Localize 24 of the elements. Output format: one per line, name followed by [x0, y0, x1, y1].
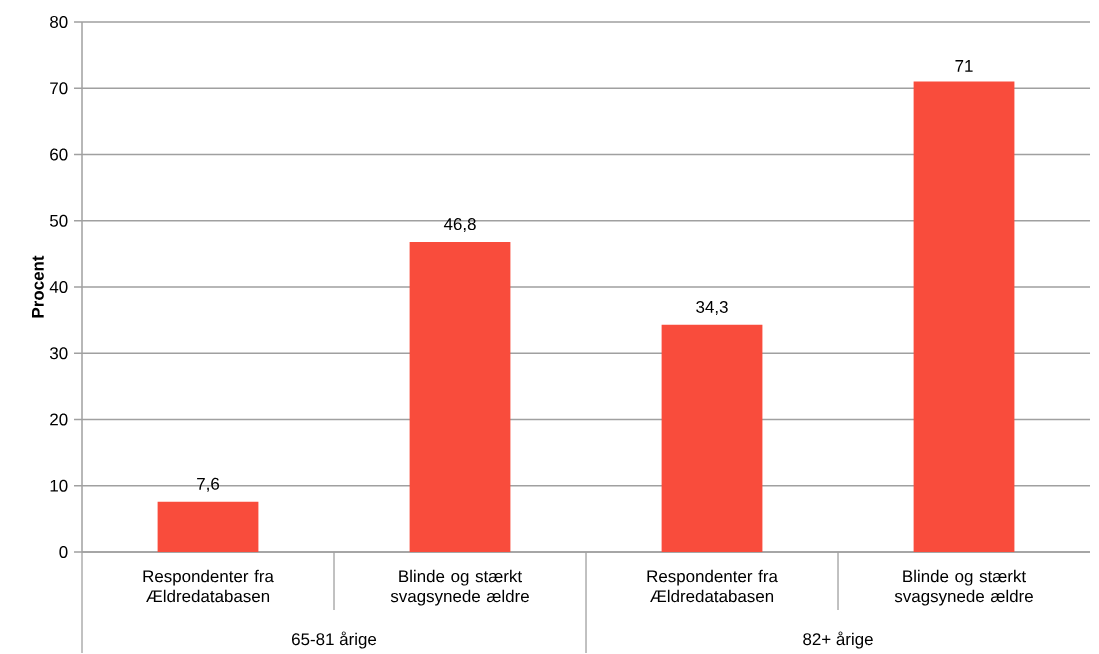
bar	[661, 324, 763, 552]
y-tick-label: 30	[49, 347, 68, 360]
data-label: 34,3	[696, 300, 728, 315]
y-tick-label: 40	[49, 280, 68, 293]
text: 82+ årige	[803, 631, 873, 649]
text: 65-81 årige	[292, 631, 377, 649]
y-tick-label: 80	[50, 15, 68, 28]
data-label: 46,8	[443, 217, 476, 232]
y-tick-label: 60	[50, 148, 68, 161]
bar	[409, 241, 511, 552]
y-tick-label: 0	[59, 545, 68, 558]
y-axis-title: Procent	[32, 255, 44, 318]
x-tick-label: Blinde og stærkt svagsynede ældre	[894, 569, 1033, 606]
data-label: 71	[955, 60, 973, 72]
data-label: 7,6	[197, 477, 220, 492]
y-tick-label: 20	[50, 413, 68, 426]
y-tick-label: 70	[50, 82, 68, 95]
bar	[157, 501, 259, 552]
x-tick-label: Blinde og stærkt svagsynede ældre	[390, 569, 529, 606]
y-tick-label: 50	[49, 214, 68, 227]
bar	[913, 81, 1015, 552]
y-tick-label: 10	[50, 479, 68, 492]
x-tick-label: Respondenter fra Ældredatabasen	[143, 569, 274, 603]
x-tick-label: Respondenter fra Ældredatabasen	[647, 569, 778, 603]
